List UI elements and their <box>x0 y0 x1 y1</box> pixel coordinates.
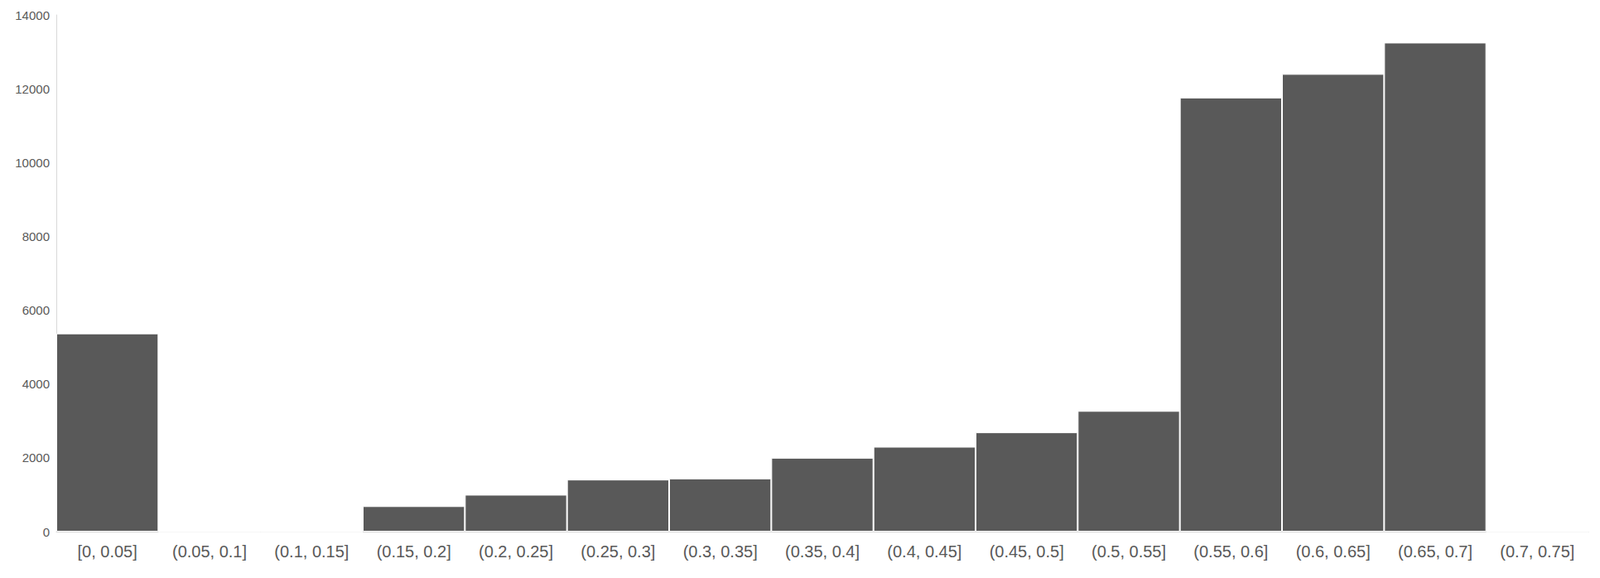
svg-text:(0.05, 0.1]: (0.05, 0.1] <box>172 542 247 561</box>
svg-text:12000: 12000 <box>14 81 50 97</box>
svg-text:6000: 6000 <box>22 303 50 318</box>
svg-text:(0.7, 0.75]: (0.7, 0.75] <box>1499 542 1575 561</box>
svg-text:8000: 8000 <box>22 229 50 244</box>
svg-text:2000: 2000 <box>22 450 50 465</box>
svg-text:(0.65, 0.7]: (0.65, 0.7] <box>1397 542 1473 561</box>
svg-text:(0.4, 0.45]: (0.4, 0.45] <box>886 542 962 561</box>
svg-text:(0.25, 0.3]: (0.25, 0.3] <box>580 542 656 561</box>
svg-text:(0.1, 0.15]: (0.1, 0.15] <box>274 542 349 561</box>
svg-text:10000: 10000 <box>14 155 50 170</box>
svg-text:(0.6, 0.65]: (0.6, 0.65] <box>1296 542 1371 561</box>
svg-text:(0.15, 0.2]: (0.15, 0.2] <box>376 542 452 561</box>
svg-text:4000: 4000 <box>22 376 50 391</box>
svg-text:(0.5, 0.55]: (0.5, 0.55] <box>1091 542 1167 561</box>
svg-text:(0.35, 0.4]: (0.35, 0.4] <box>785 542 860 561</box>
svg-text:(0.2, 0.25]: (0.2, 0.25] <box>478 542 554 561</box>
svg-text:(0.55, 0.6]: (0.55, 0.6] <box>1193 542 1268 561</box>
svg-text:[0, 0.05]: [0, 0.05] <box>77 542 138 561</box>
svg-text:(0.45, 0.5]: (0.45, 0.5] <box>989 542 1065 561</box>
svg-text:0: 0 <box>43 525 50 540</box>
svg-text:14000: 14000 <box>14 8 50 23</box>
svg-text:(0.3, 0.35]: (0.3, 0.35] <box>683 542 758 561</box>
